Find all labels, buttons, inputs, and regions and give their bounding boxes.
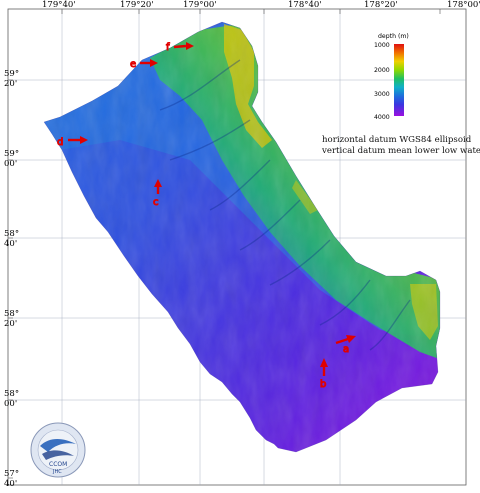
lon-label-179-40: 179°40' (42, 0, 76, 10)
marker-f: f (166, 42, 194, 54)
colorbar-tick-4000: 4000 (374, 114, 390, 121)
datum-annotation: horizontal datum WGS84 ellipsoid vertica… (321, 135, 480, 156)
latitude-labels: 59° 20' 59° 00' 58° 40' 58° 20' 58° 00' … (4, 69, 19, 489)
bathymetry-survey-area (43, 21, 441, 453)
lon-label-179-00: 179°00' (183, 0, 217, 10)
arrow-icon (320, 358, 328, 376)
logo-line-jhc: JHC (52, 469, 62, 475)
marker-label-b: b (320, 379, 326, 390)
marker-label-c: c (153, 197, 159, 208)
marker-a: a (335, 335, 356, 356)
depth-colorbar: depth (m) 1000 2000 3000 4000 (374, 33, 409, 121)
frame-ticks (8, 9, 441, 479)
vertical-datum-text: vertical datum mean lower low water (321, 146, 480, 156)
lat-label-59-00-deg: 59° (4, 149, 19, 159)
lat-label-59-20-min: 20' (4, 79, 17, 89)
arrow-icon (173, 42, 194, 50)
longitude-labels: 179°40' 179°20' 179°00' 178°40' 178°20' … (42, 0, 480, 10)
colorbar-tick-2000: 2000 (374, 67, 390, 74)
lat-label-58-20-deg: 58° (4, 309, 19, 319)
arrow-icon (154, 179, 162, 194)
marker-label-a: a (343, 344, 349, 355)
lat-label-58-40-min: 40' (4, 239, 17, 249)
lat-label-58-40-deg: 58° (4, 229, 19, 239)
lon-label-178-00: 178°00' (447, 0, 480, 10)
lat-label-59-20-deg: 59° (4, 69, 19, 79)
lon-label-178-20: 178°20' (364, 0, 398, 10)
marker-b: b (320, 358, 328, 391)
logo-line-ccom: CCOM (49, 461, 67, 468)
horizontal-datum-text: horizontal datum WGS84 ellipsoid (322, 135, 472, 145)
feature-markers: f e d c (57, 42, 356, 391)
colorbar-ramp (394, 44, 404, 116)
marker-label-f: f (166, 42, 170, 53)
map-frame (7, 8, 467, 486)
lat-label-59-00-min: 00' (4, 159, 17, 169)
lon-label-179-20: 179°20' (120, 0, 154, 10)
marker-c: c (153, 179, 162, 209)
marker-label-e: e (130, 59, 136, 70)
lat-label-58-20-min: 20' (4, 319, 17, 329)
marker-d: d (57, 136, 88, 149)
colorbar-tick-3000: 3000 (374, 91, 390, 98)
ccom-jhc-logo: CCOM JHC (30, 422, 86, 478)
lon-label-178-40: 178°40' (288, 0, 322, 10)
lat-label-58-00-deg: 58° (4, 389, 19, 399)
marker-label-d: d (57, 137, 63, 148)
colorbar-title: depth (m) (378, 33, 409, 40)
arrow-icon (335, 335, 356, 345)
arrow-icon (140, 59, 158, 67)
lat-label-57-40-min: 40' (4, 479, 17, 489)
arrow-icon (68, 136, 88, 144)
lat-label-57-40-deg: 57° (4, 469, 19, 479)
marker-e: e (130, 59, 158, 71)
lat-label-58-00-min: 00' (4, 399, 17, 409)
colorbar-tick-1000: 1000 (374, 42, 390, 49)
